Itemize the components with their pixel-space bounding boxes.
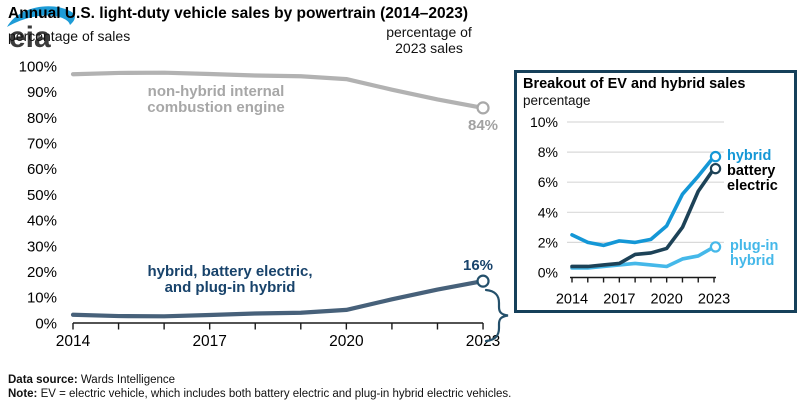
series-line [70,70,486,110]
ice-end-value: 84% [467,117,499,134]
note-line: Note: EV = electric vehicle, which inclu… [8,388,511,400]
ice-series-label-line2: combustion engine [147,98,285,116]
note-value: EV = electric vehicle, which includes bo… [40,388,512,400]
x-tick-label: 2017 [603,292,635,308]
y-tick-label: 40% [27,213,57,230]
plugin-label-line2: hybrid [730,253,775,270]
inset-axis-caption: percentage [523,93,591,108]
right-axis-caption-line1: percentage of [386,24,472,40]
y-tick-label: 20% [27,264,57,281]
y-tick-label: 0% [35,315,57,332]
plugin-label-line1: plug-in [730,238,779,254]
y-tick-label: 90% [27,84,57,101]
y-tick-label: 70% [27,136,57,153]
series-line [570,166,716,269]
endpoint-marker [476,101,490,115]
endpoint-marker [709,162,722,175]
inset-panel [514,70,797,313]
left-axis-caption: percentage of sales [8,28,131,44]
endpoint-marker [709,150,722,163]
right-axis-caption: percentage of 2023 sales [368,24,490,56]
series-line [570,154,716,248]
y-tick-label: 8% [538,144,558,160]
right-axis-caption-line2: 2023 sales [395,39,463,56]
y-tick-label: 10% [27,290,57,307]
inset-line-chart: 10% 8% 6% 4% 2% 0% 2014 2017 2020 2023 [530,114,730,307]
eia-logo: eia [7,6,75,52]
battery-label-line1: battery [727,163,776,179]
main-line-chart: 100% 90% 80% 70% 60% 50% 40% 30% 20% 10% 0%2014 201… [19,58,501,350]
x-tick-label: 2023 [466,333,500,350]
ev-series-label-line2: and plug-in hybrid [164,279,296,297]
endpoint-marker [476,274,490,288]
x-tick-label: 2020 [651,292,683,308]
logo-text: eia [9,21,51,52]
y-tick-label: 30% [27,238,57,255]
data-source-label: Data source: [8,374,78,386]
x-tick-label: 2014 [556,292,588,308]
plugin-hybrid-series-label: plug-in hybrid [730,238,779,270]
y-tick-label: 4% [538,204,558,220]
logo-swoosh-icon [7,6,75,27]
ev-series-label: hybrid, battery electric, and plug-in hy… [124,263,336,297]
ice-series-label: non-hybrid internal combustion engine [110,84,322,116]
ev-series-label-line1: hybrid, battery electric, [147,263,313,280]
endpoint-marker [709,241,722,253]
hybrid-series-label: hybrid [727,148,772,164]
y-tick-label: 6% [538,174,558,190]
series-line [70,279,486,319]
brace-connector [484,288,509,343]
note-label: Note: [8,388,38,400]
data-source-value: Wards Intelligence [80,374,176,386]
y-tick-label: 80% [27,110,57,127]
chart-title: Annual U.S. light-duty vehicle sales by … [8,5,468,22]
ev-end-value: 16% [462,257,494,274]
y-tick-label: 0% [538,265,558,281]
x-tick-label: 2014 [56,333,91,350]
battery-label-line2: electric [727,178,778,195]
battery-electric-series-label: battery electric [727,163,778,195]
ice-series-label-line1: non-hybrid internal [147,83,285,100]
y-tick-label: 60% [27,161,57,178]
x-tick-label: 2017 [192,333,226,350]
inset-title: Breakout of EV and hybrid sales [523,76,746,92]
y-tick-label: 10% [530,114,558,130]
data-source-line: Data source: Wards Intelligence [8,374,175,386]
y-tick-label: 2% [538,234,558,250]
y-tick-label: 100% [19,58,57,75]
y-tick-label: 50% [27,187,57,204]
x-tick-label: 2023 [698,292,730,308]
x-tick-label: 2020 [329,333,364,350]
